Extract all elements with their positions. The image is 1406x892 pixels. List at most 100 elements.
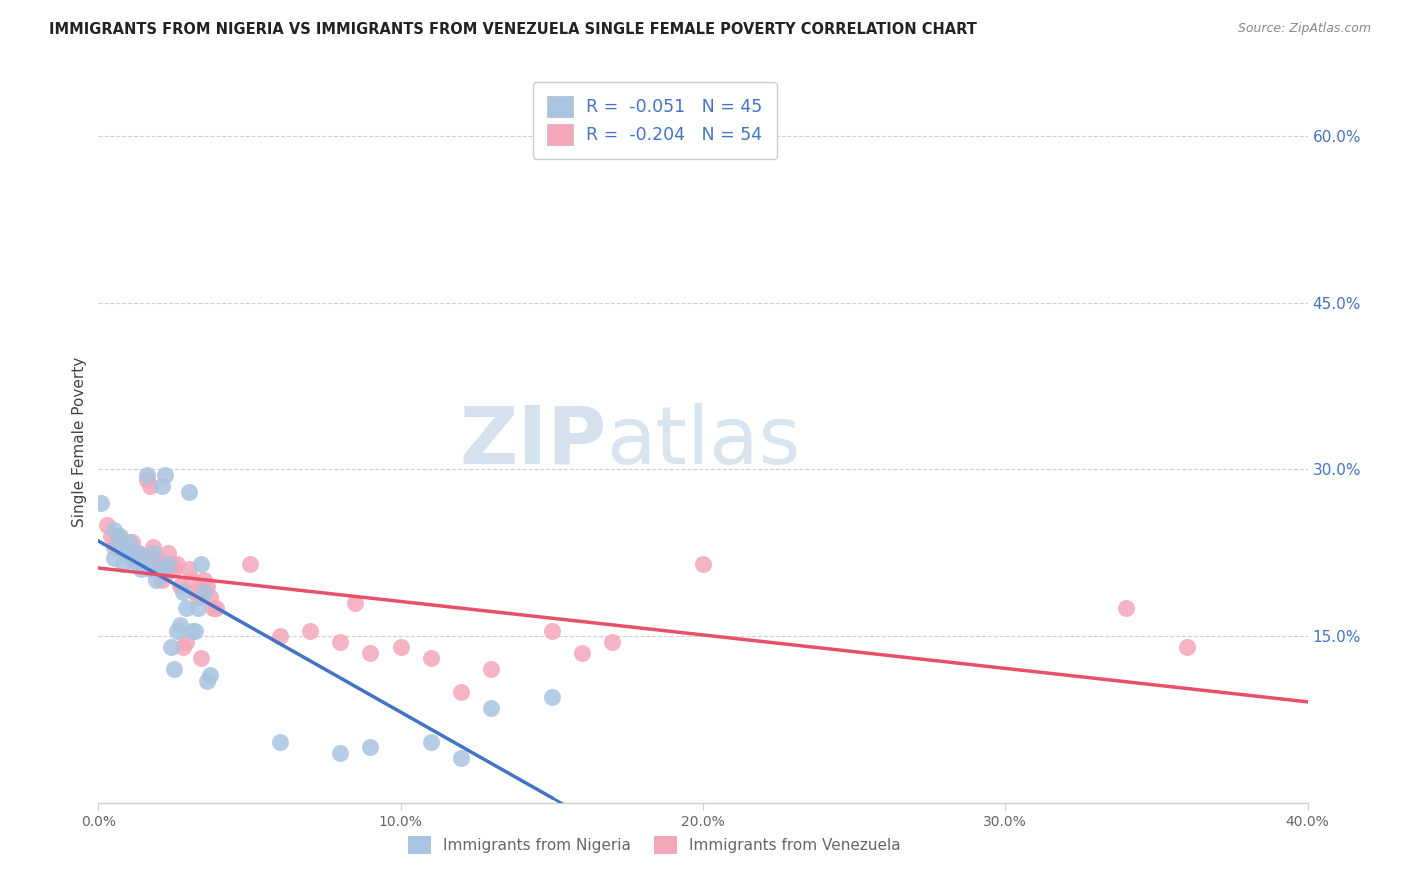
Point [329,634,352,648]
Point [181,574,204,588]
Point [142,540,165,554]
Point [129,562,152,576]
Point [160,640,183,655]
Point [195,673,218,688]
Point [132,557,155,571]
Point [181,624,204,638]
Point [114,546,136,560]
Point [145,574,167,588]
Point [163,662,186,676]
Point [118,540,141,554]
Point [184,624,207,638]
Point [360,740,382,755]
Point [90,496,112,510]
Point [139,479,162,493]
Point [108,534,131,549]
Point [127,546,149,560]
Point [692,557,714,571]
Point [105,529,128,543]
Point [450,751,472,765]
Point [145,551,167,566]
Point [150,574,173,588]
Point [481,662,503,676]
Text: Source: ZipAtlas.com: Source: ZipAtlas.com [1237,22,1371,36]
Point [132,557,155,571]
Point [148,557,170,571]
Point [269,734,291,748]
Point [153,568,176,582]
Point [103,551,125,566]
Point [179,484,201,499]
Point [420,734,443,748]
Point [153,467,176,482]
Point [156,546,179,560]
Point [121,553,143,567]
Point [205,601,228,615]
Point [389,640,412,655]
Point [172,584,194,599]
Point [200,590,222,604]
Y-axis label: Single Female Poverty: Single Female Poverty [72,357,87,526]
Point [344,596,367,610]
Point [108,529,131,543]
Point [96,517,118,532]
Point [450,684,472,698]
Point [129,549,152,563]
Point [174,634,197,648]
Point [166,624,188,638]
Legend: Immigrants from Nigeria, Immigrants from Venezuela: Immigrants from Nigeria, Immigrants from… [402,830,907,860]
Point [190,651,212,665]
Point [111,542,134,557]
Point [114,540,136,554]
Point [103,524,125,538]
Point [139,562,162,576]
Point [299,624,322,638]
Point [132,551,155,566]
Point [103,540,125,554]
Point [184,584,207,599]
Point [269,629,291,643]
Point [360,646,382,660]
Point [135,467,157,482]
Point [148,562,170,576]
Point [111,557,134,571]
Point [329,746,352,760]
Point [127,557,149,571]
Point [135,474,157,488]
Point [540,690,562,705]
Point [105,540,128,554]
Point [571,646,593,660]
Point [174,601,197,615]
Text: ZIP: ZIP [458,402,606,481]
Point [193,574,215,588]
Point [540,624,562,638]
Point [187,590,209,604]
Point [127,546,149,560]
Point [200,668,222,682]
Point [124,551,146,566]
Point [1175,640,1198,655]
Point [100,529,122,543]
Point [169,618,191,632]
Point [124,553,146,567]
Point [190,557,212,571]
Point [121,549,143,563]
Point [202,601,225,615]
Point [156,557,179,571]
Point [163,562,186,576]
Point [195,579,218,593]
Point [169,579,191,593]
Point [118,534,141,549]
Point [166,557,188,571]
Point [602,634,624,648]
Point [160,557,183,571]
Point [121,534,143,549]
Point [187,601,209,615]
Point [420,651,443,665]
Point [142,546,165,560]
Point [118,546,141,560]
Point [481,701,503,715]
Point [179,562,201,576]
Point [1115,601,1137,615]
Point [150,479,173,493]
